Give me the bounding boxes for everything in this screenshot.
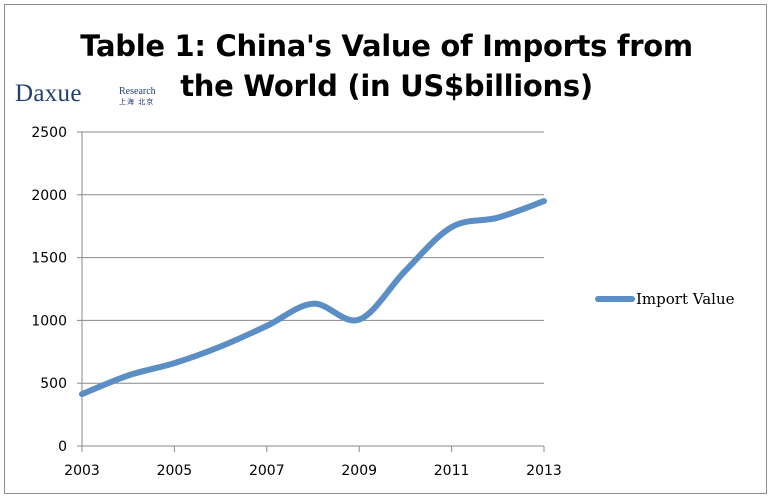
data-point-2008	[313, 303, 314, 304]
x-tick-label-2007: 2007	[249, 463, 285, 479]
x-tick-label-2011: 2011	[434, 463, 470, 479]
x-tick-labels: 2003 2005 2007 2009 2011 2013	[64, 463, 562, 479]
data-point-2004	[128, 375, 129, 376]
data-point-2006	[220, 346, 221, 347]
daxue-logo: Daxue Research 上海 北京	[15, 80, 156, 108]
data-point-2007	[266, 325, 267, 326]
data-point-2011	[451, 227, 452, 228]
x-tick-label-2013: 2013	[526, 463, 562, 479]
y-tick-label-1500: 1500	[31, 251, 67, 267]
chart-title-line-2: the World (in US$billions)	[180, 69, 593, 103]
axes	[77, 131, 545, 452]
y-tick-label-500: 500	[40, 376, 67, 392]
data-point-2009	[359, 319, 360, 320]
logo-name: Daxue	[15, 80, 82, 107]
data-point-2003	[82, 394, 83, 395]
data-point-2013	[544, 201, 545, 202]
y-tick-labels: 0 500 1000 1500 2000 2500	[31, 125, 67, 455]
x-tick-label-2003: 2003	[64, 463, 100, 479]
y-tick-label-2000: 2000	[31, 188, 67, 204]
legend: Import Value	[595, 290, 734, 308]
chart-frame	[4, 4, 767, 494]
legend-swatch	[595, 296, 635, 302]
x-tick-label-2005: 2005	[157, 463, 193, 479]
legend-label: Import Value	[636, 290, 735, 308]
y-tick-label-1000: 1000	[31, 313, 67, 329]
grid-lines	[82, 131, 544, 384]
logo-sub: Research	[119, 86, 156, 97]
chart-title: Table 1: China's Value of Imports from t…	[0, 26, 773, 106]
y-tick-label-0: 0	[58, 439, 67, 455]
chart-title-line-1: Table 1: China's Value of Imports from	[80, 29, 693, 63]
data-point-2005	[174, 363, 175, 364]
series-layer	[79, 198, 547, 398]
series-line-import-value	[79, 198, 547, 398]
data-point-2012	[497, 217, 498, 218]
logo-cn: 上海 北京	[119, 98, 155, 106]
x-tick-label-2009: 2009	[341, 463, 377, 479]
y-tick-label-2500: 2500	[31, 125, 67, 141]
data-point-2010	[405, 270, 406, 271]
